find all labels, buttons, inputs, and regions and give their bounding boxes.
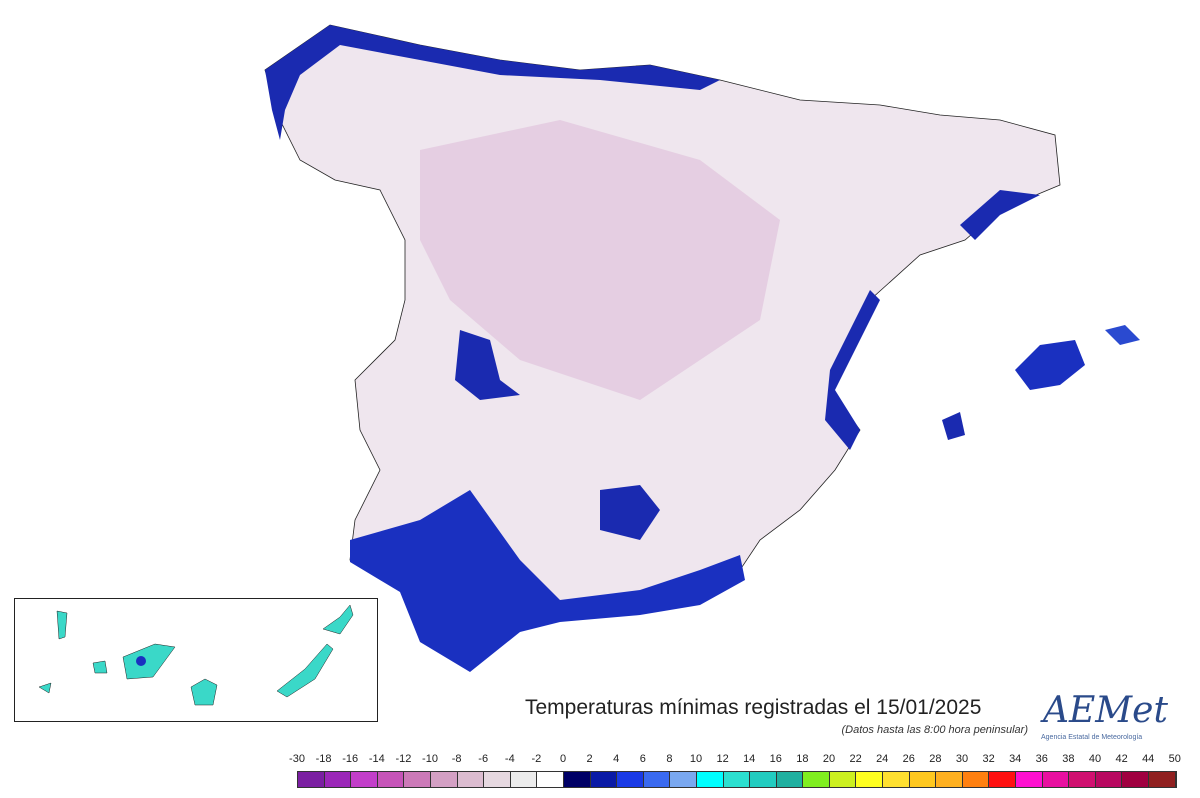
- legend-tick-label: 38: [1062, 753, 1075, 765]
- tenerife: [122, 643, 176, 680]
- logo-word: AEMet: [1043, 690, 1168, 731]
- legend-swatch: [563, 772, 591, 787]
- legend-swatch: [590, 772, 618, 787]
- legend-swatch: [1069, 772, 1096, 787]
- legend-tick-label: 44: [1142, 753, 1155, 765]
- legend-swatch: [883, 772, 910, 787]
- legend-swatch: [1122, 772, 1149, 787]
- legend-swatch: [298, 772, 325, 787]
- color-legend: -30 -18 -16 -14 -12 -10 -8 -6 -4 -2 0 2 4 6 8 10 12 14 16 1…: [289, 753, 1181, 788]
- legend-swatch: [1095, 772, 1123, 787]
- legend-swatch: [377, 772, 405, 787]
- legend-swatch: [776, 772, 804, 787]
- legend-tick-label: 42: [1115, 753, 1128, 765]
- guadalquivir-warm-spot: [600, 485, 660, 540]
- legend-tick-label: -6: [478, 753, 489, 765]
- legend-swatch: [936, 772, 963, 787]
- legend-swatch: [989, 772, 1017, 787]
- ibiza: [942, 412, 965, 440]
- la-gomera: [92, 660, 108, 674]
- legend-tick-label: 2: [586, 753, 593, 765]
- legend-swatch: [404, 772, 431, 787]
- fuerteventura: [276, 643, 334, 698]
- warm-coast-north: [265, 25, 720, 140]
- legend-tick-label: 10: [689, 753, 703, 765]
- legend-tick-label: 4: [613, 753, 620, 765]
- legend-tick-label: 6: [639, 753, 646, 765]
- legend-ticks: -30 -18 -16 -14 -12 -10 -8 -6 -4 -2 0 2 4 6 8 10 12 14 16 1…: [289, 753, 1181, 767]
- warm-coast-east: [825, 290, 880, 450]
- legend-swatch: [324, 772, 352, 787]
- legend-tick-label: 40: [1088, 753, 1102, 765]
- teide-cold-spot: [136, 656, 146, 666]
- legend-swatch: [750, 772, 777, 787]
- warm-coast-catalonia: [960, 190, 1040, 240]
- legend-tick-label: 14: [743, 753, 756, 765]
- legend-swatch: [962, 772, 990, 787]
- legend-swatch: [537, 772, 564, 787]
- legend-swatch: [351, 772, 378, 787]
- la-palma: [56, 610, 68, 640]
- mallorca: [1015, 340, 1085, 390]
- legend-tick-label: 30: [955, 753, 969, 765]
- legend-tick-label: 0: [559, 753, 567, 765]
- warm-coast-south: [350, 490, 745, 672]
- logo-caption: Agencia Estatal de Meteorología: [1041, 734, 1143, 741]
- legend-tick-label: 18: [796, 753, 809, 765]
- legend-tick-label: 16: [769, 753, 782, 765]
- legend-swatch: [829, 772, 857, 787]
- legend-tick-label: -2: [531, 753, 542, 765]
- legend-swatch: [696, 772, 724, 787]
- menorca: [1105, 325, 1140, 345]
- legend-tick-label: -14: [368, 753, 385, 765]
- legend-tick-label: -12: [395, 753, 412, 765]
- legend-tick-label: 20: [822, 753, 836, 765]
- aemet-logo: AEMet Agencia Estatal de Meteorología: [1035, 690, 1185, 750]
- legend-tick-label: 50: [1168, 753, 1181, 765]
- legend-tick-label: -10: [422, 753, 438, 765]
- legend-swatch: [1149, 772, 1176, 787]
- legend-tick-label: 36: [1035, 753, 1048, 765]
- legend-tick-label: 28: [929, 753, 942, 765]
- peninsula: [264, 24, 1061, 672]
- legend-swatch: [856, 772, 884, 787]
- legend-tick-label: 22: [849, 753, 862, 765]
- legend-swatch: [1042, 772, 1070, 787]
- legend-swatch: [457, 772, 485, 787]
- legend-tick-label: 24: [876, 753, 889, 765]
- legend-tick-label: 26: [902, 753, 915, 765]
- legend-swatch: [643, 772, 671, 787]
- legend-tick-label: -4: [504, 753, 515, 765]
- legend-swatch: [909, 772, 937, 787]
- legend-tick-label: 8: [666, 753, 673, 765]
- balearic-islands: [942, 325, 1140, 440]
- gran-canaria: [190, 678, 218, 706]
- legend-tick-label: -30: [289, 753, 305, 765]
- guadiana-warm-spot: [455, 330, 520, 400]
- el-hierro: [38, 682, 52, 694]
- map-title: Temperaturas mínimas registradas el 15/0…: [525, 696, 982, 719]
- legend-tick-label: 34: [1009, 753, 1022, 765]
- legend-swatch: [1016, 772, 1043, 787]
- cold-region-center: [420, 120, 780, 400]
- legend-swatch: [723, 772, 751, 787]
- lanzarote: [322, 604, 354, 635]
- legend-tick-label: -16: [342, 753, 359, 765]
- legend-tick-label: -8: [451, 753, 462, 765]
- legend-swatch: [617, 772, 644, 787]
- map-subtitle: (Datos hasta las 8:00 hora peninsular): [841, 724, 1029, 736]
- legend-swatch: [484, 772, 511, 787]
- legend-swatch: [670, 772, 697, 787]
- legend-swatch: [510, 772, 538, 787]
- legend-tick-label: 32: [982, 753, 995, 765]
- legend-swatch: [803, 772, 830, 787]
- legend-tick-label: 12: [716, 753, 729, 765]
- legend-bar: [297, 771, 1177, 788]
- legend-tick-label: -18: [315, 753, 332, 765]
- canary-islands-inset: [14, 598, 378, 722]
- legend-swatch: [430, 772, 458, 787]
